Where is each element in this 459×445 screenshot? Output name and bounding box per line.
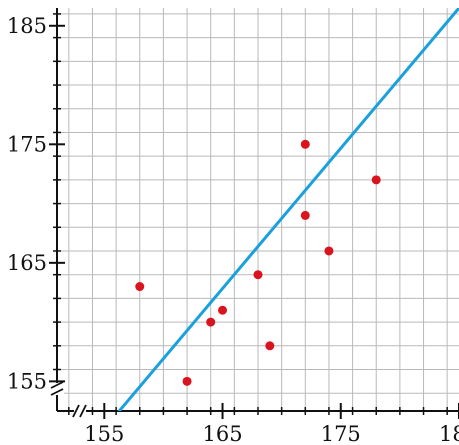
data-point xyxy=(218,305,228,315)
x-tick-label: 155 xyxy=(84,422,124,445)
y-tick-label: 165 xyxy=(7,251,47,275)
data-points xyxy=(135,139,381,386)
data-point xyxy=(324,246,334,256)
y-tick-label: 185 xyxy=(7,14,47,38)
grid xyxy=(57,8,459,411)
y-tick-label: 155 xyxy=(7,369,47,393)
data-point xyxy=(300,139,310,149)
x-axis-break-mark xyxy=(72,404,80,418)
data-point xyxy=(300,210,310,220)
data-point xyxy=(135,282,145,292)
data-point xyxy=(206,317,216,327)
data-point xyxy=(182,376,192,386)
data-point xyxy=(253,270,263,280)
x-tick-label: 165 xyxy=(202,422,242,445)
y-tick-label: 175 xyxy=(7,132,47,156)
data-point xyxy=(265,341,275,351)
y-axis-break-mark xyxy=(50,381,64,389)
x-tick-label: 185 xyxy=(439,422,459,445)
trend-line-layer xyxy=(117,8,459,411)
x-axis-break-mark xyxy=(79,404,87,418)
tick-labels: 155 165 175 185 155 165 175 185 xyxy=(7,14,459,445)
trend-line xyxy=(117,8,459,411)
x-tick-label: 175 xyxy=(321,422,361,445)
data-point xyxy=(371,175,381,185)
y-axis-break-mark xyxy=(50,388,64,396)
axes xyxy=(49,8,459,419)
